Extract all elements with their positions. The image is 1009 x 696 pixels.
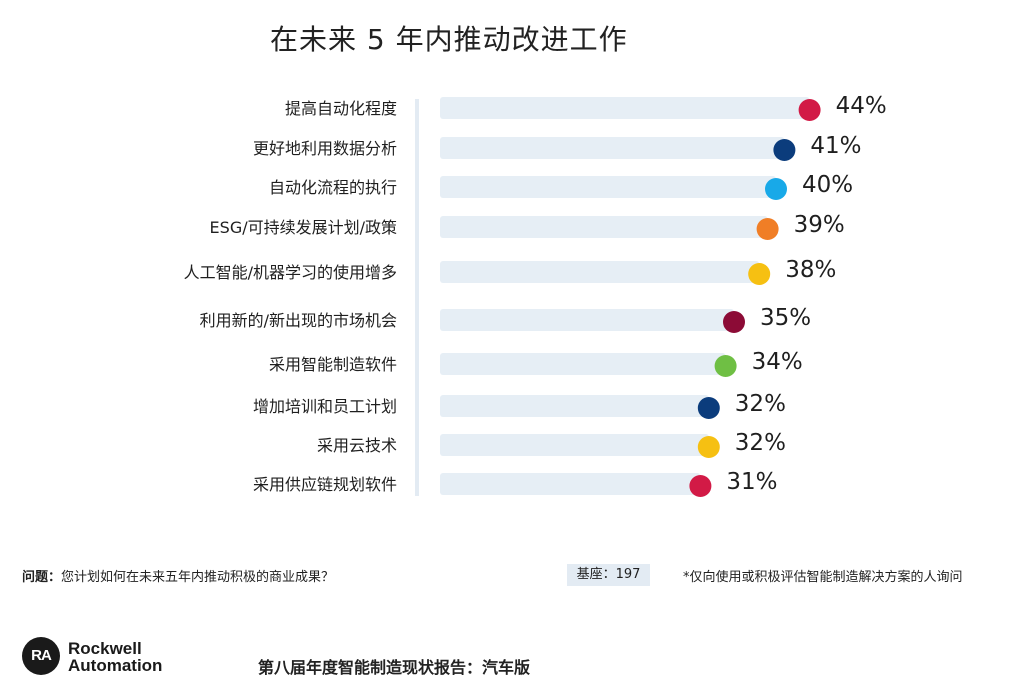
axis-separator (415, 99, 419, 496)
category-label: 提高自动化程度 (285, 99, 397, 118)
chart-title: 在未来 5 年内推动改进工作 (270, 23, 628, 56)
bar-track (440, 434, 709, 456)
bar-track (440, 309, 734, 331)
survey-question: 问题：您计划如何在未来五年内推动积极的商业成果？ (22, 566, 334, 585)
category-label: ESG/可持续发展计划/政策 (210, 218, 397, 237)
bar-track (440, 137, 785, 159)
category-label: 人工智能/机器学习的使用增多 (184, 263, 397, 282)
value-label: 38% (785, 257, 836, 283)
bar-track (440, 473, 701, 495)
report-title: 第八届年度智能制造现状报告：汽车版 (258, 658, 531, 677)
bar-track (440, 176, 776, 198)
footnote: *仅向使用或积极评估智能制造解决方案的人询问 (683, 570, 963, 585)
category-label: 采用供应链规划软件 (253, 475, 397, 494)
question-label: 问题： (22, 570, 62, 585)
data-point (714, 355, 737, 377)
category-label: 利用新的/新出现的市场机会 (200, 311, 397, 330)
data-point (756, 218, 779, 240)
value-label: 35% (760, 305, 811, 331)
logo-line-1: Rockwell (68, 639, 142, 658)
data-point (748, 263, 771, 285)
value-label: 34% (752, 349, 803, 375)
value-label: 40% (802, 172, 853, 198)
category-label: 采用智能制造软件 (269, 355, 397, 374)
bar-track (440, 353, 726, 375)
logo-line-2: Automation (68, 656, 163, 675)
value-label: 44% (836, 93, 887, 119)
value-label: 32% (735, 391, 786, 417)
data-point (689, 475, 712, 497)
logo-wordmark: Rockwell Automation (68, 640, 162, 674)
data-point (697, 397, 720, 419)
bar-track (440, 395, 709, 417)
data-point (773, 139, 796, 161)
category-label: 增加培训和员工计划 (253, 397, 397, 416)
dot-plot-chart: 提高自动化程度 44% 更好地利用数据分析 41% 自动化流程的执行 40% ESG/可持续… (184, 93, 887, 497)
value-label: 31% (726, 469, 777, 495)
bar-track (440, 97, 810, 119)
data-point (765, 178, 787, 200)
base-size-badge: 基座：197 (567, 564, 650, 586)
value-label: 41% (810, 133, 861, 159)
bar-track (440, 261, 760, 283)
value-label: 39% (794, 212, 845, 238)
data-point (723, 311, 745, 333)
ra-logo-icon: RA (22, 637, 60, 675)
question-text: 您计划如何在未来五年内推动积极的商业成果？ (61, 570, 335, 585)
data-point (798, 99, 821, 121)
data-point (697, 436, 720, 458)
value-label: 32% (735, 430, 786, 456)
bar-track (440, 216, 768, 238)
rockwell-logo: RA Rockwell Automation (22, 637, 192, 679)
category-label: 自动化流程的执行 (269, 178, 397, 197)
category-label: 采用云技术 (317, 436, 397, 455)
category-label: 更好地利用数据分析 (253, 139, 397, 158)
